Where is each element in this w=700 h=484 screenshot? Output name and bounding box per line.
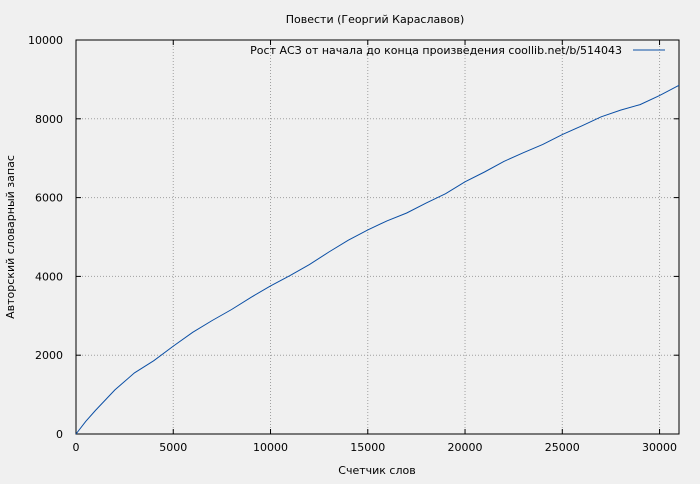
y-axis-label: Авторский словарный запас <box>4 155 17 319</box>
legend: Рост АСЗ от начала до конца произведения… <box>250 44 665 57</box>
x-tick-label: 10000 <box>253 441 288 454</box>
y-tick-label: 10000 <box>28 34 63 47</box>
axis-ticks: 0 5000 10000 15000 20000 25000 30000 0 2000 4000 6… <box>28 34 679 454</box>
y-tick-label: 6000 <box>35 192 63 205</box>
series-layer <box>75 84 680 435</box>
x-tick-label: 5000 <box>159 441 187 454</box>
grid-layer <box>76 40 679 434</box>
y-tick-label: 4000 <box>35 270 63 283</box>
y-tick-label: 2000 <box>35 349 63 362</box>
legend-label: Рост АСЗ от начала до конца произведения… <box>250 44 622 57</box>
x-axis-label: Счетчик слов <box>338 464 415 477</box>
x-tick-label: 20000 <box>448 441 483 454</box>
x-tick-label: 15000 <box>350 441 385 454</box>
x-tick-label: 0 <box>73 441 80 454</box>
chart-title: Повести (Георгий Караславов) <box>286 13 465 26</box>
x-tick-label: 25000 <box>545 441 580 454</box>
y-tick-label: 0 <box>56 428 63 441</box>
x-tick-label: 30000 <box>642 441 677 454</box>
series-line <box>75 84 680 435</box>
plot-area-frame <box>75 39 680 435</box>
y-tick-label: 8000 <box>35 113 63 126</box>
